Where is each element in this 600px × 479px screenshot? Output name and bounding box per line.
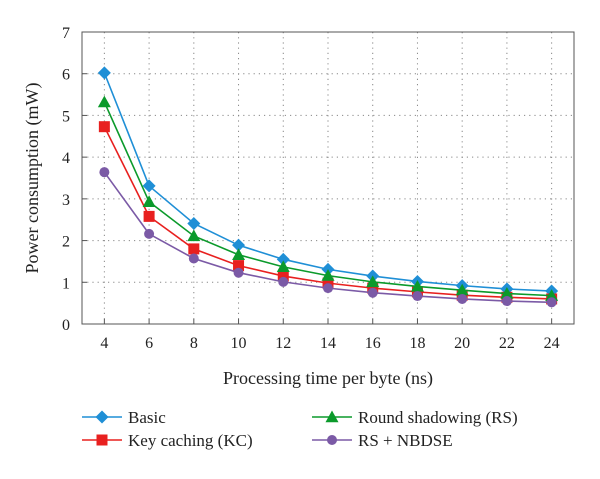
x-tick-label: 4 xyxy=(100,335,108,352)
grid xyxy=(82,32,574,324)
legend-item-round-shadowing-rs: Round shadowing (RS) xyxy=(312,408,518,427)
data-point xyxy=(276,260,290,273)
x-tick-label: 20 xyxy=(454,335,470,352)
y-tick-label: 7 xyxy=(62,25,70,42)
data-point xyxy=(321,269,335,281)
x-tick-label: 16 xyxy=(365,335,381,352)
series-round-shadowing-rs xyxy=(97,95,559,301)
y-tick-label: 2 xyxy=(62,234,70,251)
data-point xyxy=(143,210,155,222)
data-point xyxy=(97,95,111,108)
data-point xyxy=(410,279,424,292)
legend-label: Key caching (KC) xyxy=(128,431,253,450)
legend-label: Round shadowing (RS) xyxy=(358,408,518,427)
data-point xyxy=(412,291,423,302)
data-point xyxy=(276,252,290,266)
x-tick-label: 8 xyxy=(190,335,198,352)
data-point xyxy=(501,296,512,307)
data-point xyxy=(545,289,559,301)
data-point xyxy=(232,248,246,260)
data-point xyxy=(233,260,245,272)
legend-marker xyxy=(96,434,108,446)
y-tick-label: 0 xyxy=(62,317,70,334)
series-rs-nbdse xyxy=(99,167,557,308)
data-point xyxy=(367,287,378,298)
data-point xyxy=(98,121,110,133)
y-tick-label: 5 xyxy=(62,108,70,125)
x-tick-label: 14 xyxy=(320,335,336,352)
x-tick-label: 22 xyxy=(499,335,515,352)
data-point xyxy=(455,283,469,296)
legend-marker xyxy=(95,410,109,424)
legend-label: Basic xyxy=(128,408,166,427)
y-tick-label: 1 xyxy=(62,275,70,292)
series-basic xyxy=(97,66,559,298)
y-tick-label: 6 xyxy=(62,67,70,84)
x-tick-label: 6 xyxy=(145,335,153,352)
y-axis-label: Power consumption (mW) xyxy=(22,83,43,274)
legend-item-key-caching-kc: Key caching (KC) xyxy=(82,431,253,450)
data-point xyxy=(188,243,200,255)
data-point xyxy=(97,66,111,80)
data-point xyxy=(142,195,156,207)
data-point xyxy=(277,270,289,282)
data-point xyxy=(187,216,201,230)
data-point xyxy=(144,228,155,239)
x-tick-label: 10 xyxy=(231,335,247,352)
data-point xyxy=(278,276,289,287)
x-axis-label: Processing time per byte (ns) xyxy=(223,368,433,389)
legend-marker xyxy=(327,435,337,445)
y-tick-label: 4 xyxy=(62,150,70,167)
x-tick-label: 18 xyxy=(409,335,425,352)
data-point xyxy=(233,267,244,278)
data-point xyxy=(142,179,156,193)
legend: Basic Key caching (KC) Round shadowing (RS… xyxy=(82,408,518,450)
data-point xyxy=(457,293,468,304)
data-point xyxy=(99,167,110,178)
y-tick-label: 3 xyxy=(62,192,70,209)
data-point xyxy=(500,287,514,299)
data-point xyxy=(187,229,201,242)
series xyxy=(97,66,559,308)
data-point xyxy=(322,277,334,289)
data-point xyxy=(366,275,380,288)
legend-label: RS + NBDSE xyxy=(358,431,453,450)
legend-item-basic: Basic xyxy=(82,408,166,427)
data-point xyxy=(188,253,199,264)
data-point xyxy=(232,238,246,252)
data-point xyxy=(323,283,333,294)
x-tick-label: 12 xyxy=(275,335,291,352)
x-tick-label: 24 xyxy=(544,335,560,352)
legend-item-rs-nbdse: RS + NBDSE xyxy=(312,431,453,450)
legend-marker xyxy=(325,410,339,423)
data-point xyxy=(546,297,557,308)
